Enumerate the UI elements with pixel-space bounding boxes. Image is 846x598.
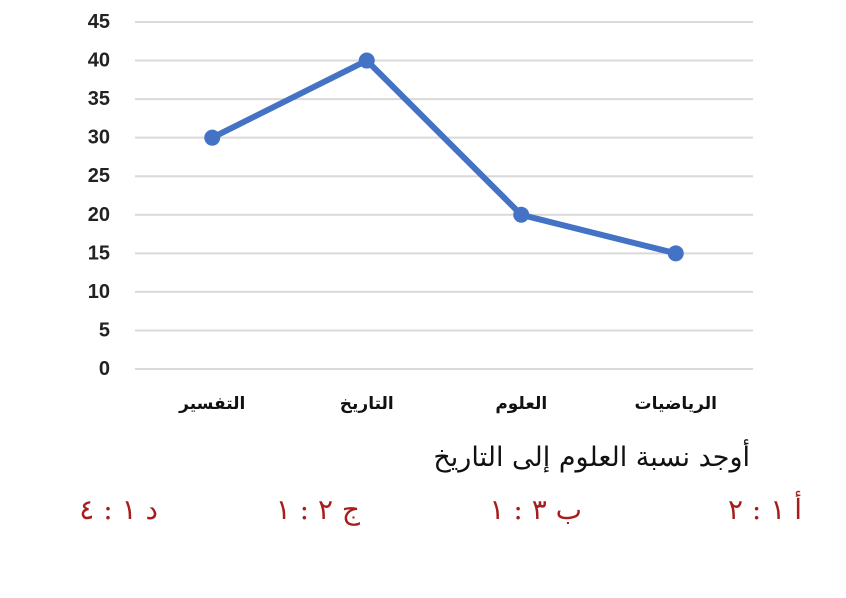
x-tick-label: العلوم — [495, 394, 547, 414]
x-tick-label: التاريخ — [340, 394, 394, 414]
x-tick-label: الرياضيات — [635, 394, 717, 414]
data-point — [513, 206, 530, 223]
option-d[interactable]: د ١ : ٤ — [79, 493, 158, 526]
y-tick-label: 5 — [99, 319, 110, 341]
option-a[interactable]: أ ١ : ٢ — [727, 493, 802, 526]
y-tick-label: 40 — [88, 50, 110, 72]
y-tick-label: 45 — [88, 11, 110, 33]
y-tick-label: 10 — [88, 281, 110, 303]
y-tick-label: 35 — [88, 88, 110, 110]
gridlines — [135, 21, 753, 370]
data-series — [204, 52, 684, 262]
y-tick-label: 15 — [88, 242, 110, 264]
question-text: أوجد نسبة العلوم إلى التاريخ — [433, 442, 750, 473]
y-tick-label: 30 — [88, 127, 110, 149]
option-c[interactable]: ج ٢ : ١ — [275, 493, 360, 526]
option-b[interactable]: ب ٣ : ١ — [489, 493, 582, 526]
data-point — [204, 129, 221, 146]
x-tick-label: التفسير — [178, 394, 245, 414]
data-point — [358, 52, 375, 69]
series-line — [209, 57, 679, 257]
y-tick-label: 20 — [88, 204, 110, 226]
data-point — [667, 245, 684, 262]
y-tick-label: 25 — [88, 165, 110, 187]
y-axis-ticks: 0 5 10 15 20 25 30 35 40 45 — [88, 11, 110, 380]
y-tick-label: 0 — [99, 358, 110, 380]
x-axis-ticks: التفسير التاريخ العلوم الرياضيات — [178, 394, 717, 414]
